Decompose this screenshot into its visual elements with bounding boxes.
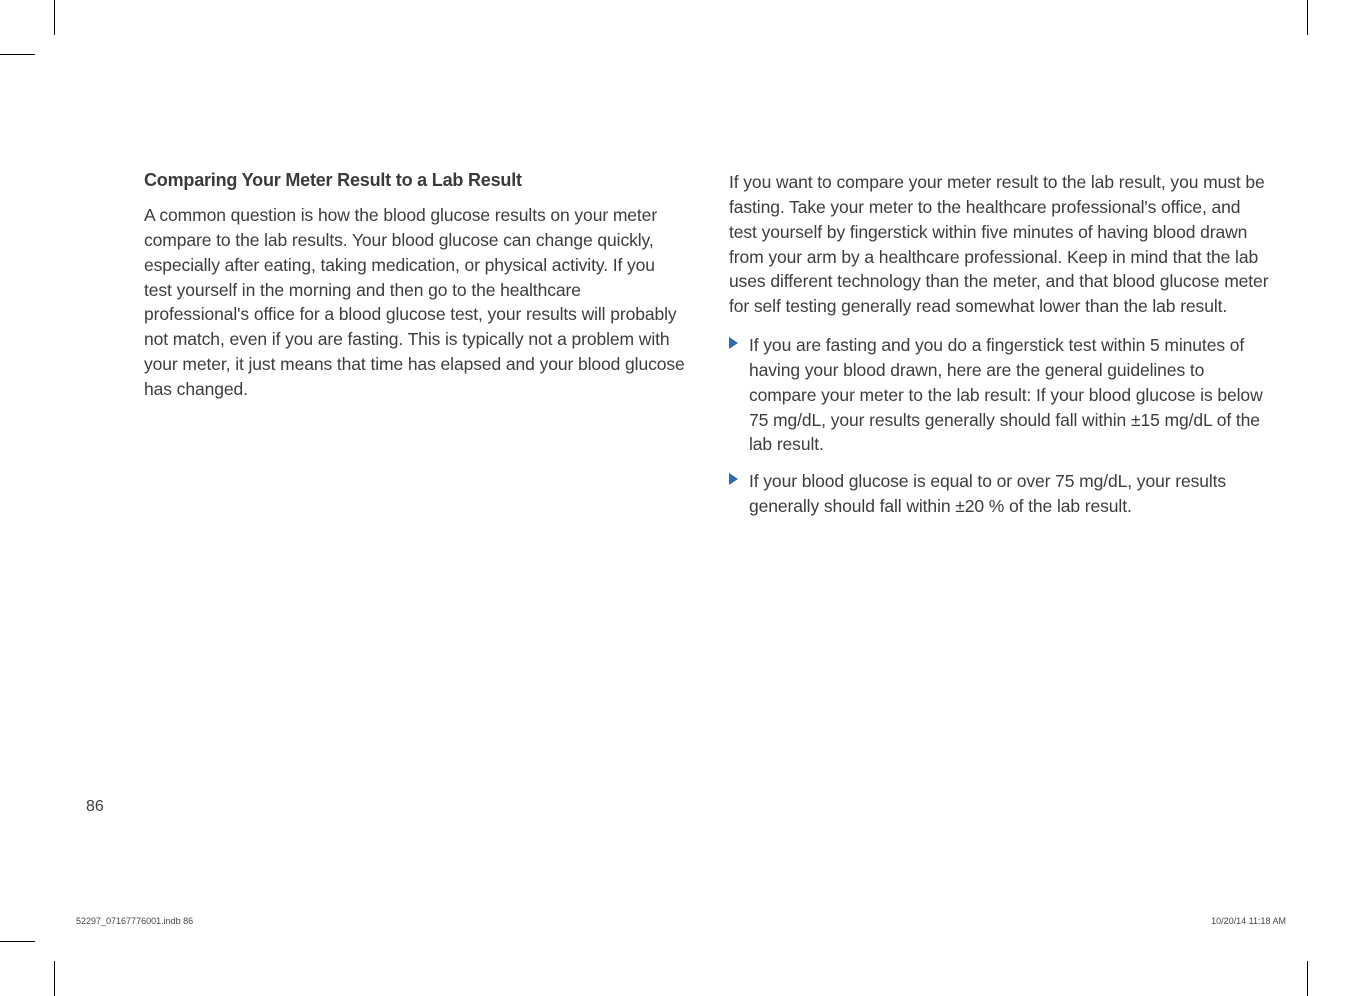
section-heading: Comparing Your Meter Result to a Lab Res… xyxy=(144,170,687,191)
left-column: Comparing Your Meter Result to a Lab Res… xyxy=(144,170,687,531)
triangle-bullet-icon xyxy=(729,473,738,485)
triangle-bullet-icon xyxy=(729,337,738,349)
left-paragraph: A common question is how the blood gluco… xyxy=(144,203,687,402)
crop-mark xyxy=(0,54,35,55)
crop-mark xyxy=(0,941,35,942)
crop-mark xyxy=(54,0,55,35)
right-column: If you want to compare your meter result… xyxy=(729,170,1272,531)
list-item: If you are fasting and you do a fingerst… xyxy=(729,333,1272,457)
bullet-list: If you are fasting and you do a fingerst… xyxy=(729,333,1272,519)
bullet-text: If your blood glucose is equal to or ove… xyxy=(749,471,1226,516)
crop-mark xyxy=(54,961,55,996)
bullet-text: If you are fasting and you do a fingerst… xyxy=(749,335,1263,454)
crop-mark xyxy=(1307,961,1308,996)
footer-file-info: 52297_07167776001.indb 86 xyxy=(76,916,193,926)
list-item: If your blood glucose is equal to or ove… xyxy=(729,469,1272,519)
right-paragraph: If you want to compare your meter result… xyxy=(729,170,1272,319)
footer-timestamp: 10/20/14 11:18 AM xyxy=(1211,916,1286,926)
page-content: Comparing Your Meter Result to a Lab Res… xyxy=(144,170,1272,531)
crop-mark xyxy=(1307,0,1308,35)
page-number: 86 xyxy=(86,798,104,816)
